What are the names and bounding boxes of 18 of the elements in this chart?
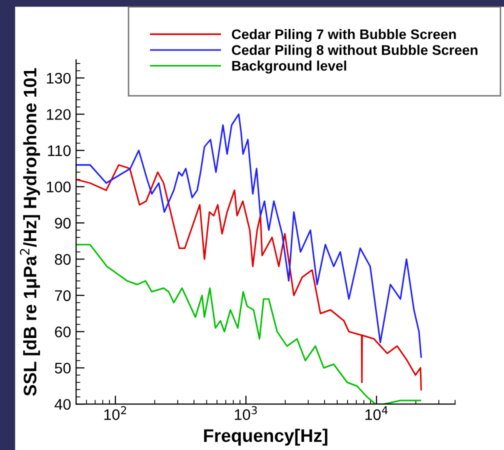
x-tick-label: 10$^{3}$ — [234, 406, 257, 420]
y-tick-label: 90 — [54, 218, 71, 229]
legend-label: Background level — [232, 60, 346, 74]
y-tick-label: 100 — [46, 182, 71, 192]
y-tick-label: 120 — [46, 109, 71, 120]
x-axis-title: Frequency[Hz] — [204, 428, 328, 446]
legend-label: Cedar Piling 8 without Bubble Screen — [232, 44, 478, 58]
y-axis-title: SSL [dB re 1μPa$^{2}$/Hz] Hydrophone 101 — [20, 68, 40, 396]
y-tick-label: 130 — [46, 72, 71, 84]
y-tick-label: 40 — [54, 398, 71, 410]
y-tick-label: 80 — [54, 254, 71, 265]
x-tick-label: 10$^{2}$ — [104, 406, 126, 420]
legend-label: Cedar Piling 7 with Bubble Screen — [232, 28, 456, 42]
y-tick-label: 50 — [54, 362, 71, 374]
x-tick-label: 10$^{4}$ — [365, 406, 388, 420]
y-tick-label: 70 — [55, 290, 71, 302]
y-tick-label: 110 — [48, 145, 71, 156]
y-tick-label: 60 — [55, 326, 71, 338]
